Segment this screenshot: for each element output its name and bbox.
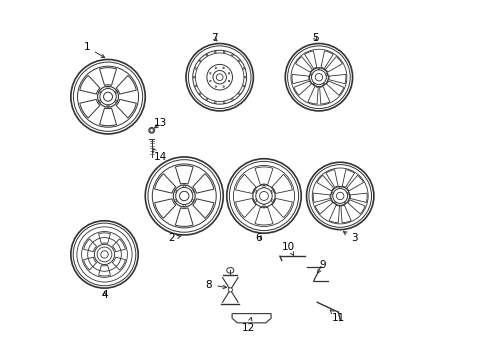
Ellipse shape xyxy=(228,288,232,292)
Ellipse shape xyxy=(226,159,301,233)
Ellipse shape xyxy=(185,44,253,111)
Text: 8: 8 xyxy=(205,280,226,289)
Ellipse shape xyxy=(173,185,195,207)
Text: 2: 2 xyxy=(168,234,181,243)
Ellipse shape xyxy=(309,68,327,87)
Text: 5: 5 xyxy=(311,33,318,43)
Ellipse shape xyxy=(285,44,352,111)
Text: 11: 11 xyxy=(329,310,345,323)
Ellipse shape xyxy=(71,221,138,288)
Text: 10: 10 xyxy=(282,242,295,256)
Text: 13: 13 xyxy=(154,118,167,128)
Text: 7: 7 xyxy=(211,33,217,43)
Text: 1: 1 xyxy=(83,42,104,58)
Text: 3: 3 xyxy=(343,232,357,243)
Ellipse shape xyxy=(252,185,275,207)
Ellipse shape xyxy=(226,267,233,273)
Ellipse shape xyxy=(148,127,154,133)
Text: 4: 4 xyxy=(101,290,107,300)
Ellipse shape xyxy=(330,186,349,205)
Text: 12: 12 xyxy=(241,317,254,333)
Ellipse shape xyxy=(94,244,114,265)
Text: 14: 14 xyxy=(152,149,167,162)
Text: 6: 6 xyxy=(255,234,262,243)
Text: 9: 9 xyxy=(317,260,325,273)
Ellipse shape xyxy=(71,59,145,134)
Ellipse shape xyxy=(145,157,223,235)
Ellipse shape xyxy=(98,86,118,107)
Ellipse shape xyxy=(306,162,373,230)
